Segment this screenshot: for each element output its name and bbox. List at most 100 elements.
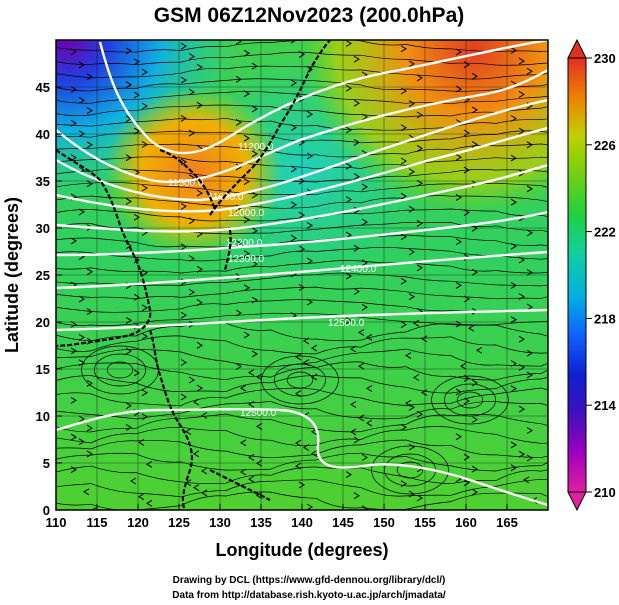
wind-arrow [526, 141, 533, 149]
plot-area: 11200.0 11500.0 11600.0 12000.0 12200.0 … [56, 40, 548, 510]
wind-arrow [141, 184, 148, 192]
wind-arrow [416, 410, 423, 418]
streamline-swirl [94, 353, 146, 387]
contour-label: 11500.0 [168, 178, 204, 189]
wind-arrow [248, 369, 255, 377]
wind-arrow [196, 384, 203, 392]
wind-arrow [510, 198, 517, 206]
wind-arrow [471, 465, 478, 473]
streamline-swirl [286, 371, 314, 389]
wind-arrow [455, 238, 462, 246]
wind-arrow [188, 53, 195, 60]
x-tick-label: 165 [496, 515, 518, 530]
coastline-korea [159, 148, 217, 211]
streamline [56, 478, 548, 498]
wind-arrow [188, 217, 195, 225]
wind-arrow [455, 433, 462, 441]
wind-arrow [141, 102, 148, 110]
wind-arrow [463, 129, 470, 137]
wind-arrow [188, 288, 195, 296]
contour-line [56, 126, 548, 213]
wind-arrow [408, 60, 415, 68]
wind-arrow [180, 76, 187, 84]
wind-arrow [455, 281, 462, 289]
x-axis-label: Longitude (degrees) [215, 540, 388, 560]
streamline [56, 491, 548, 510]
streamline [56, 335, 548, 355]
colorbar-ticks: 210 214 218 222 226 230 [586, 51, 616, 500]
wind-arrow [416, 219, 423, 227]
wind-arrow [78, 61, 85, 69]
wind-arrow [463, 397, 470, 405]
wind-arrow [70, 321, 77, 328]
streamline-swirl [444, 383, 496, 417]
wind-arrow [78, 333, 85, 341]
wind-arrow [366, 419, 373, 427]
wind-arrow [463, 61, 470, 69]
wind-arrow [201, 467, 208, 475]
streamline-swirl [106, 361, 134, 379]
wind-arrow [298, 211, 305, 219]
wind-arrow [295, 353, 302, 361]
wind-arrow [141, 413, 148, 421]
wind-arrow [251, 62, 258, 70]
wind-arrow [248, 453, 255, 461]
wind-arrow [400, 124, 407, 132]
wind-arrow [240, 384, 247, 392]
streamline [56, 143, 548, 158]
wind-arrow [196, 63, 203, 71]
contour-label: 12500.0 [240, 408, 277, 419]
wind-arrow [185, 428, 192, 436]
wind-arrow [180, 42, 187, 50]
wind-arrow [345, 162, 352, 170]
wind-arrow [180, 359, 187, 366]
streamline [56, 439, 548, 459]
wind-arrow [345, 272, 352, 280]
y-tick-label: 0 [43, 503, 50, 518]
contour-line [56, 308, 548, 332]
contour-label: 12000.0 [228, 208, 265, 219]
wind-arrow [455, 193, 462, 201]
wind-arrow [251, 227, 258, 235]
wind-arrow [138, 438, 145, 446]
wind-arrow [361, 303, 368, 311]
wind-arrow [463, 209, 470, 217]
credit-dcl: Drawing by DCL (https://www.gfd-dennou.o… [173, 575, 446, 586]
wind-arrow [350, 401, 357, 408]
contour-labels: 11200.0 11500.0 11600.0 12000.0 12200.0 … [168, 142, 377, 419]
wind-arrow [91, 506, 98, 510]
wind-arrow [345, 126, 352, 134]
wind-arrow [526, 67, 533, 75]
x-tick-label: 160 [455, 515, 477, 530]
colorbar-tick-label: 230 [594, 51, 616, 66]
wind-arrow [358, 328, 365, 336]
wind-arrow [180, 202, 187, 210]
streamline [56, 348, 548, 368]
wind-arrow [361, 113, 368, 121]
wind-arrow [408, 443, 415, 451]
wind-arrow [298, 177, 305, 185]
wind-arrow [180, 243, 187, 251]
wind-arrow [141, 141, 148, 148]
wind-arrow [416, 144, 423, 152]
wind-arrow [510, 464, 517, 472]
wind-arrow [78, 438, 85, 446]
x-axis-ticks: 110 115 120 125 130 135 140 145 150 155 160 165 [46, 504, 518, 530]
wind-arrow [295, 390, 302, 398]
wind-streamlines [56, 40, 548, 510]
wind-arrow [298, 50, 305, 58]
wind-arrow [141, 304, 148, 312]
wind-arrow [361, 454, 368, 461]
wind-arrow [235, 40, 242, 45]
wind-arrow [141, 389, 148, 397]
height-contours [56, 40, 548, 507]
contour-label: 11600.0 [208, 192, 244, 203]
wind-arrow [510, 115, 517, 122]
streamline-swirl [431, 375, 509, 425]
contour-line [56, 163, 548, 233]
map-title: GSM 06Z12Nov2023 (200.0hPa) [154, 4, 465, 27]
wind-arrow [510, 154, 517, 162]
wind-arrow [298, 481, 305, 489]
wind-arrow [146, 499, 153, 507]
wind-arrow [141, 269, 148, 277]
